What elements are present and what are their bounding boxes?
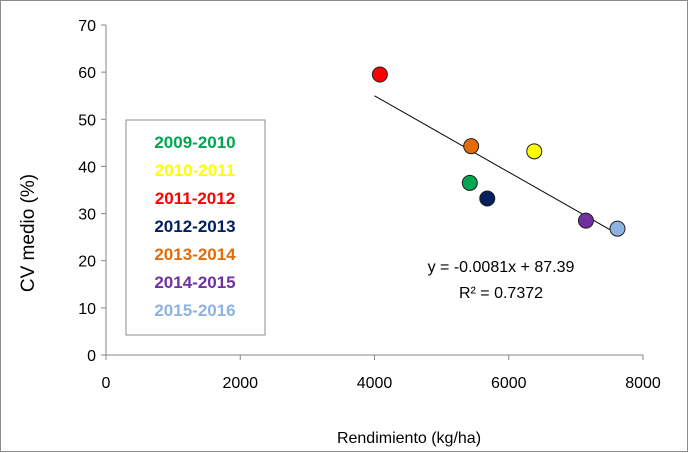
legend-entry: 2012-2013 (154, 217, 235, 236)
data-point-2012-2013 (479, 190, 496, 207)
legend-entry: 2009-2010 (154, 133, 235, 152)
x-axis-title: Rendimiento (kg/ha) (337, 430, 481, 447)
x-tick-label: 6000 (491, 375, 527, 392)
data-point-2011-2012 (371, 66, 388, 83)
legend-entry: 2010-2011 (155, 161, 235, 180)
y-axis-title: CV medio (%) (18, 174, 39, 292)
data-point-2010-2011 (526, 143, 543, 160)
y-tick-label: 20 (78, 254, 96, 271)
y-tick-label: 30 (78, 207, 96, 224)
legend-entry: 2011-2012 (155, 189, 235, 208)
y-tick-label: 70 (78, 18, 96, 35)
legend: 2009-2010 2010-2011 2011-2012 2012-2013 2013… (125, 119, 266, 336)
y-tick-label: 0 (87, 348, 96, 365)
y-tick-label: 10 (78, 301, 96, 318)
legend-entry: 2014-2015 (154, 273, 235, 292)
data-point-2015-2016 (609, 220, 626, 237)
x-tick-label: 8000 (625, 375, 661, 392)
legend-entry: 2015-2016 (154, 301, 235, 320)
trend-equation: y = -0.0081x + 87.39 (428, 259, 575, 276)
axes (101, 24, 644, 360)
y-tick-label: 60 (78, 65, 96, 82)
x-tick-label: 0 (102, 375, 111, 392)
trendline (374, 95, 617, 234)
trend-r-squared: R² = 0.7372 (459, 285, 543, 302)
legend-entry: 2013-2014 (154, 245, 236, 264)
y-tick-label: 40 (78, 159, 96, 176)
data-points (371, 66, 626, 237)
tick-labels: 0 10 20 30 40 50 60 70 0 2000 4000 6000 8000 (78, 18, 661, 392)
x-tick-label: 4000 (357, 375, 393, 392)
y-tick-label: 50 (78, 112, 96, 129)
data-point-2013-2014 (463, 138, 480, 155)
legend-box (125, 119, 266, 336)
data-point-2009-2010 (461, 174, 478, 191)
x-tick-label: 2000 (222, 375, 258, 392)
data-point-2014-2015 (577, 212, 594, 229)
